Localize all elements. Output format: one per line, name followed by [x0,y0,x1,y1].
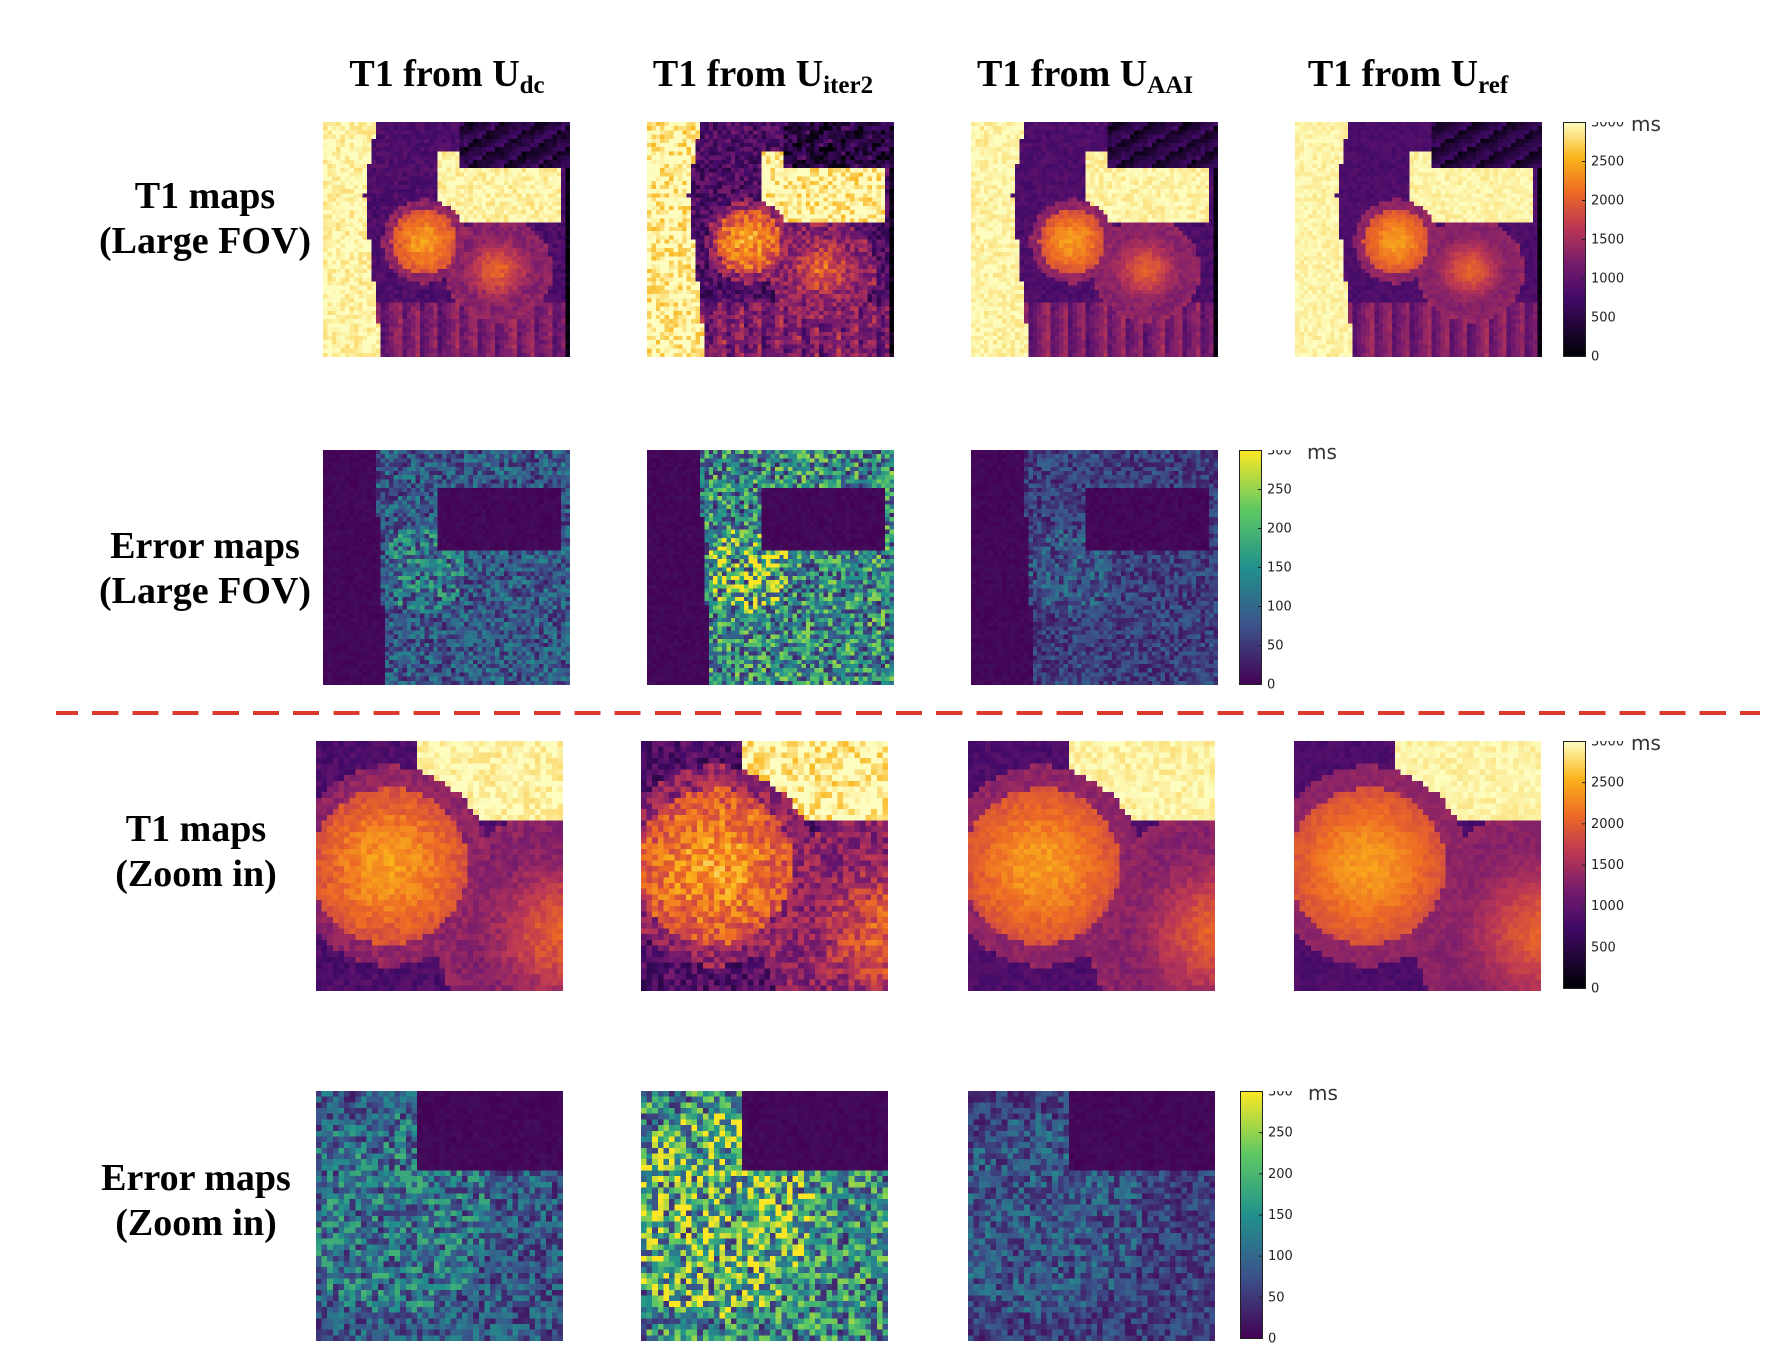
row-label-line: (Large FOV) [75,219,335,264]
section-separator [56,711,1760,715]
colorbar-tick-label: 1000 [1591,899,1624,914]
row-label-line: Error maps [75,524,335,569]
column-title-sub: AAI [1147,72,1193,99]
t1-map-large-dc [323,122,570,357]
colorbar-tick-label: 250 [1268,1126,1293,1141]
row-label-line: Error maps [66,1156,326,1201]
colorbar-tick-label: 300 [1267,450,1292,459]
colorbar-tick-label: 150 [1268,1208,1293,1223]
colorbar-tick-label: 50 [1268,1290,1285,1305]
column-title-main: T1 from U [349,53,519,95]
colorbar-tick-label: 2000 [1591,817,1624,832]
colorbar-tick-label: 2500 [1591,776,1624,791]
colorbar-t1-zoom: 3000 2500 2000 1500 1000 500 0 ms [1563,731,1665,996]
colorbar-tick-label: 0 [1267,678,1275,693]
t1-map-zoom-ref [1294,741,1541,991]
colorbar-tick-label: 200 [1267,522,1292,537]
error-map-zoom-aai [968,1091,1215,1341]
t1-map-zoom-iter2 [641,741,888,991]
colorbar-tick-label: 3000 [1591,122,1624,131]
row-label-line: T1 maps [66,807,326,852]
row-label-t1-large: T1 maps (Large FOV) [75,174,335,264]
colorbar-tick-label: 0 [1591,982,1599,997]
row-label-error-zoom: Error maps (Zoom in) [66,1156,326,1246]
colorbar-unit: ms [1307,440,1337,464]
colorbar-unit: ms [1631,112,1661,136]
column-title-main: T1 from U [977,53,1147,95]
error-map-zoom-iter2 [641,1091,888,1341]
colorbar-tick-label: 1500 [1591,858,1624,873]
colorbar-tick-label: 0 [1591,350,1599,365]
colorbar-tick-label: 300 [1268,1091,1293,1100]
colorbar-tick-label: 0 [1268,1332,1276,1347]
t1-map-large-aai [971,122,1218,357]
colorbar-tick-label: 1000 [1591,272,1624,287]
colorbar-t1-large: 3000 2500 2000 1500 1000 500 0 ms [1563,112,1665,364]
t1-map-zoom-aai [968,741,1215,991]
row-label-error-large: Error maps (Large FOV) [75,524,335,614]
t1-map-zoom-dc [316,741,563,991]
error-map-large-dc [323,450,570,685]
error-map-large-iter2 [647,450,894,685]
colorbar-unit: ms [1308,1081,1338,1105]
column-title-main: T1 from U [1308,53,1478,95]
colorbar-tick-label: 100 [1268,1249,1293,1264]
colorbar-tick-label: 2500 [1591,155,1624,170]
colorbar-unit: ms [1631,731,1661,755]
t1-map-large-ref [1295,122,1542,357]
colorbar-tick-label: 500 [1591,311,1616,326]
column-title-ref: T1 from Uref [1278,55,1538,98]
row-label-line: T1 maps [75,174,335,219]
column-title-iter2: T1 from Uiter2 [633,55,893,98]
error-map-large-aai [971,450,1218,685]
column-title-main: T1 from U [653,53,823,95]
colorbar-tick-label: 50 [1267,639,1284,654]
column-title-sub: iter2 [823,72,873,99]
error-map-zoom-dc [316,1091,563,1341]
colorbar-tick-label: 500 [1591,940,1616,955]
column-title-aai: T1 from UAAI [955,55,1215,98]
t1-map-large-iter2 [647,122,894,357]
colorbar-error-large: 300 250 200 150 100 50 0 ms [1239,440,1341,692]
colorbar-tick-label: 150 [1267,561,1292,576]
colorbar-tick-label: 200 [1268,1167,1293,1182]
row-label-line: (Large FOV) [75,569,335,614]
colorbar-tick-label: 1500 [1591,233,1624,248]
column-title-dc: T1 from Udc [317,55,577,98]
colorbar-tick-label: 250 [1267,483,1292,498]
row-label-line: (Zoom in) [66,852,326,897]
colorbar-error-zoom: 300 250 200 150 100 50 0 ms [1240,1081,1342,1346]
column-title-sub: dc [520,72,545,99]
row-label-t1-zoom: T1 maps (Zoom in) [66,807,326,897]
colorbar-tick-label: 3000 [1591,741,1624,750]
colorbar-tick-label: 2000 [1591,194,1624,209]
row-label-line: (Zoom in) [66,1201,326,1246]
colorbar-tick-label: 100 [1267,600,1292,615]
column-title-sub: ref [1478,72,1508,99]
